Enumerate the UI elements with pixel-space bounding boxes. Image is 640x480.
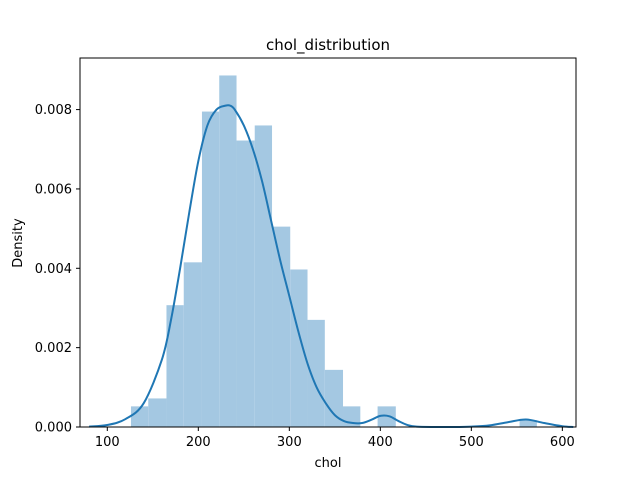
x-axis-label: chol bbox=[315, 456, 342, 471]
histogram-bar bbox=[324, 369, 344, 427]
y-tick-label: 0.004 bbox=[35, 262, 72, 277]
x-tick-label: 100 bbox=[95, 435, 120, 450]
histogram-bar bbox=[236, 140, 255, 427]
plot-frame bbox=[79, 57, 577, 428]
y-tick-label: 0.006 bbox=[35, 182, 72, 197]
x-axis-ticks: 100 200 300 400 500 600 bbox=[95, 427, 575, 450]
x-tick-label: 200 bbox=[186, 435, 211, 450]
histogram-bar bbox=[130, 406, 149, 427]
histogram-bars bbox=[130, 75, 537, 428]
y-tick-label: 0.002 bbox=[35, 341, 72, 356]
x-tick-label: 600 bbox=[550, 435, 575, 450]
y-tick-label: 0.008 bbox=[35, 103, 72, 118]
histogram-bar bbox=[219, 75, 237, 427]
x-tick-label: 400 bbox=[368, 435, 393, 450]
histogram-bar bbox=[290, 269, 308, 427]
x-tick-label: 300 bbox=[277, 435, 302, 450]
chart-title: chol_distribution bbox=[266, 36, 390, 55]
y-axis-label: Density bbox=[11, 218, 26, 268]
histogram-bar bbox=[166, 305, 184, 427]
x-tick-label: 500 bbox=[459, 435, 484, 450]
histogram-bar bbox=[272, 226, 291, 427]
histogram-bar bbox=[148, 398, 167, 427]
histogram-bar bbox=[201, 111, 220, 427]
histogram-bar bbox=[254, 125, 273, 428]
histogram-bar bbox=[183, 262, 202, 427]
y-axis-ticks: 0.000 0.002 0.004 0.006 0.008 bbox=[35, 103, 80, 436]
histogram-bar bbox=[307, 319, 325, 427]
y-tick-label: 0.000 bbox=[35, 421, 72, 436]
histogram-bar bbox=[519, 420, 537, 427]
